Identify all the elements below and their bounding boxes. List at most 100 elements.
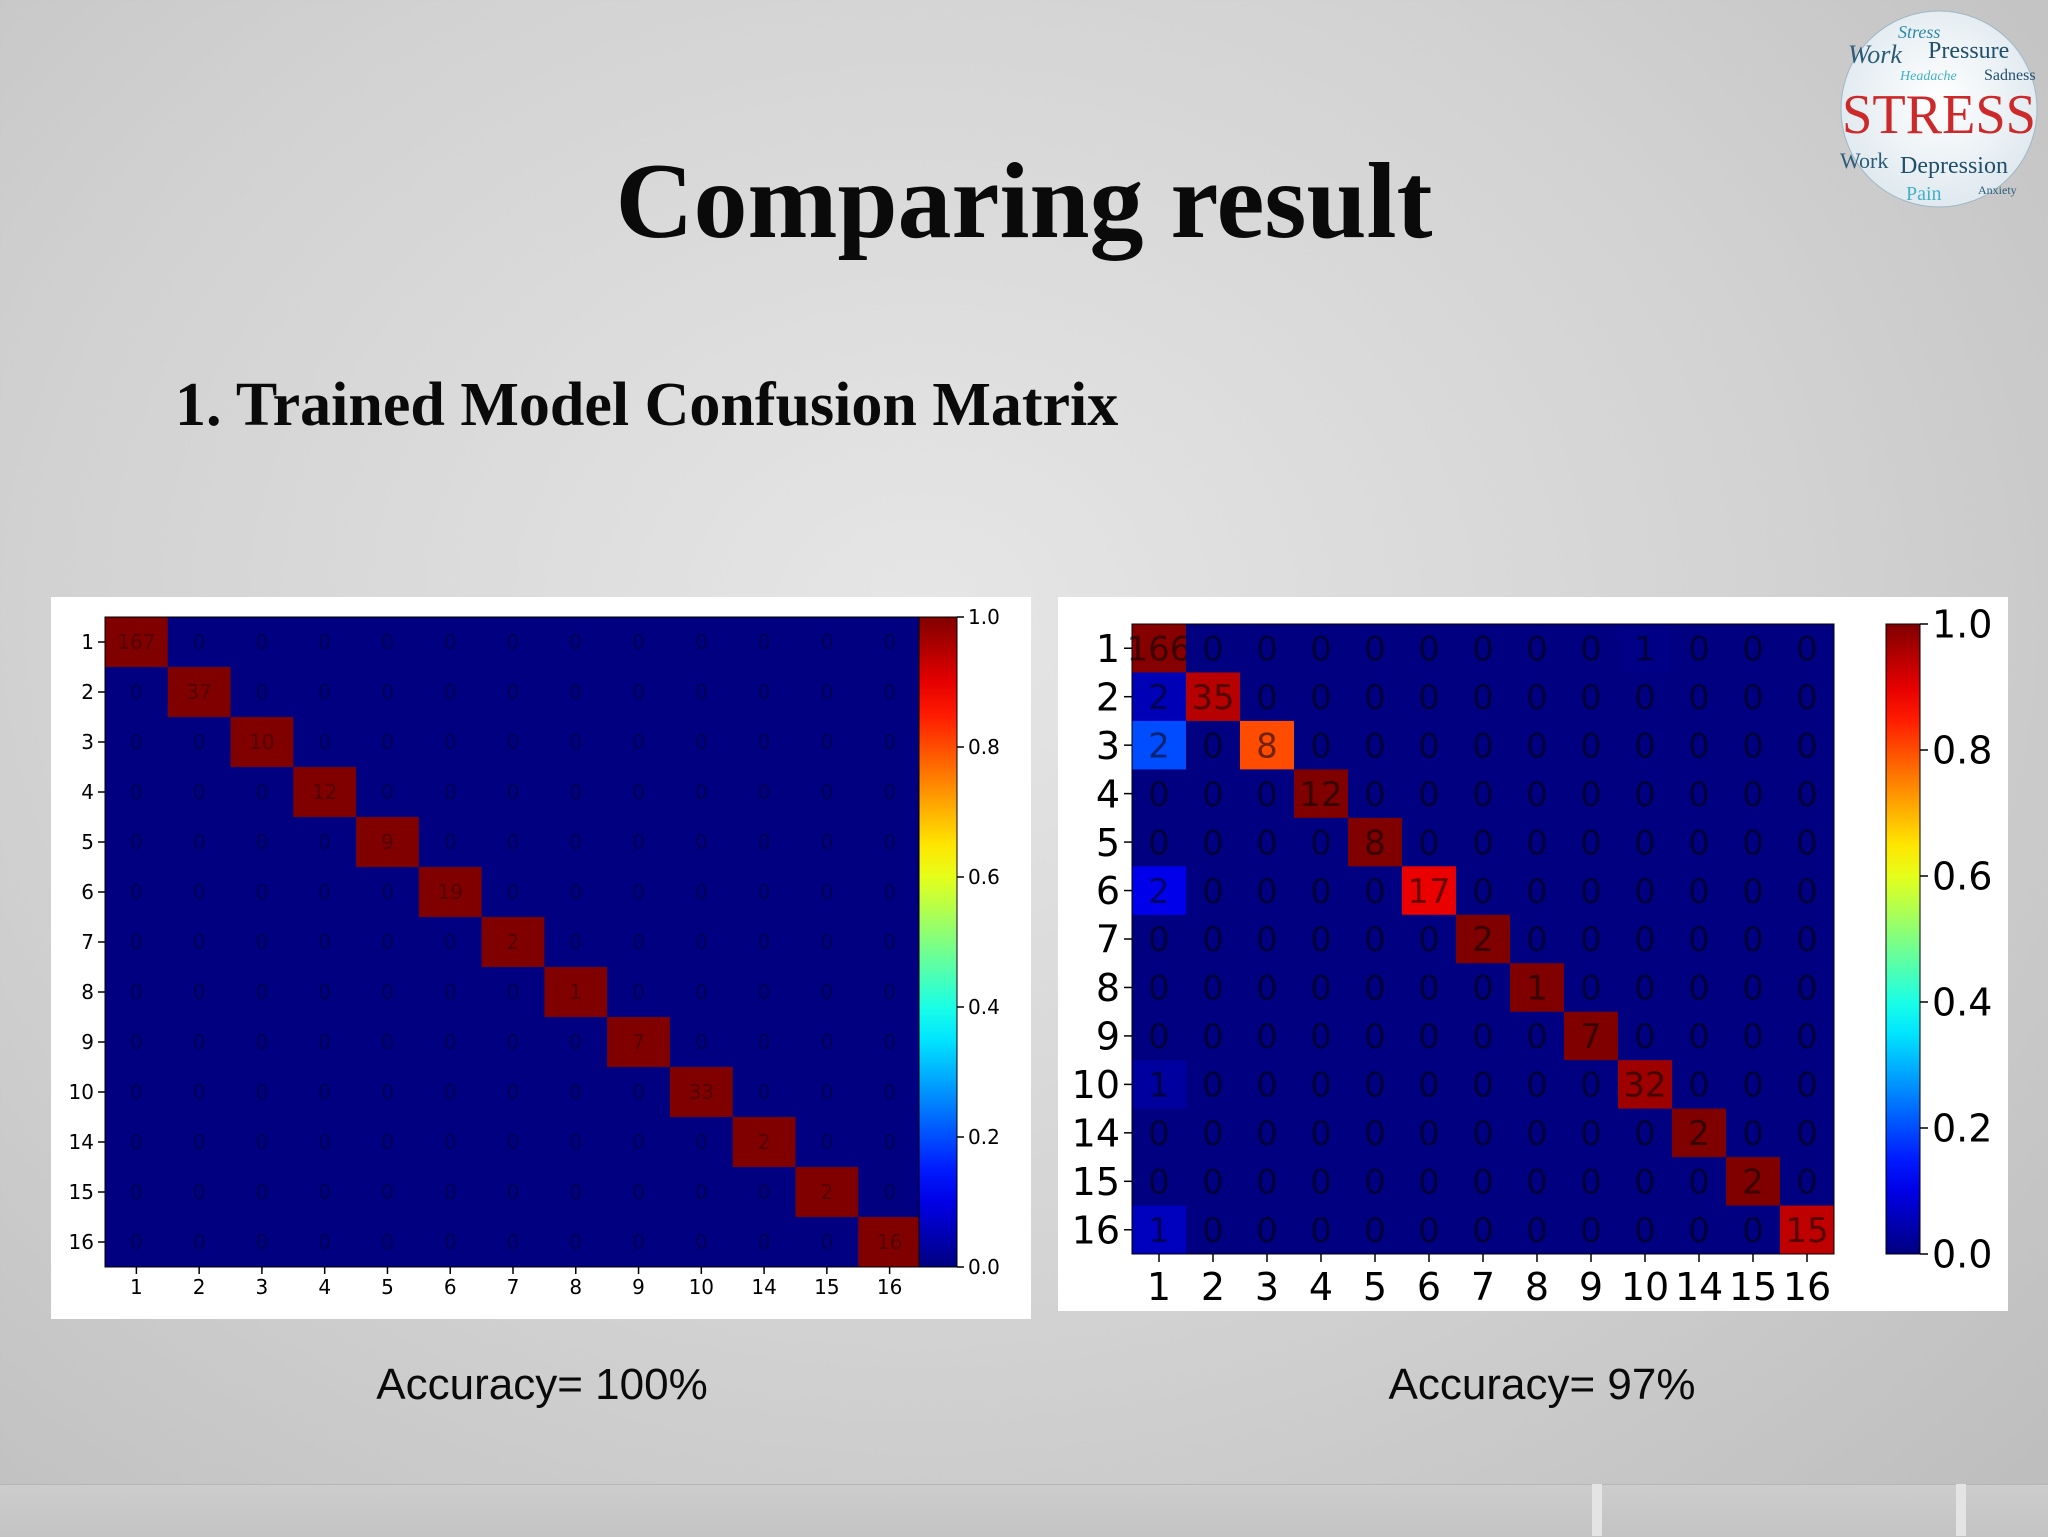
matrix-cell-label: 0 xyxy=(758,880,771,904)
matrix-cell xyxy=(230,1067,294,1118)
matrix-cell xyxy=(293,1017,357,1068)
matrix-cell-label: 0 xyxy=(1742,920,1764,960)
matrix-cell xyxy=(1348,720,1403,770)
colorbar-tick-label: 1.0 xyxy=(1932,603,1992,647)
matrix-cell xyxy=(1240,1011,1295,1061)
matrix-cell-label: 0 xyxy=(444,930,457,954)
matrix-cell xyxy=(1240,624,1295,673)
matrix-cell xyxy=(1456,1157,1511,1207)
matrix-cell-label: 0 xyxy=(569,630,582,654)
matrix-cell xyxy=(732,667,796,718)
matrix-cell-label: 0 xyxy=(381,1080,394,1104)
matrix-cell-label: 167 xyxy=(117,630,155,654)
matrix-cell xyxy=(1186,1157,1241,1207)
matrix-cell xyxy=(1780,1108,1835,1158)
matrix-cell-label: 0 xyxy=(883,980,896,1004)
matrix-cell xyxy=(669,717,734,768)
matrix-cell xyxy=(167,817,232,868)
matrix-cell xyxy=(418,617,483,668)
matrix-cell xyxy=(1510,720,1565,770)
matrix-cell xyxy=(795,1217,859,1268)
matrix-cell xyxy=(1186,720,1241,770)
matrix-cell xyxy=(1564,769,1619,819)
matrix-cell xyxy=(167,1117,232,1168)
matrix-cell-label: 0 xyxy=(1256,920,1278,960)
matrix-cell-label: 0 xyxy=(1526,1211,1548,1251)
slide-title: Comparing result xyxy=(615,142,1433,261)
matrix-cell-label: 0 xyxy=(381,630,394,654)
matrix-cell-label: 0 xyxy=(1310,726,1332,766)
matrix-cell xyxy=(858,1167,922,1218)
x-tick-label: 6 xyxy=(1417,1265,1441,1309)
matrix-cell xyxy=(1672,1157,1727,1207)
matrix-cell-label: 2 xyxy=(507,930,520,954)
matrix-cell xyxy=(732,867,796,918)
matrix-cell-label: 0 xyxy=(381,980,394,1004)
matrix-cell xyxy=(356,1217,420,1268)
matrix-cell xyxy=(230,1167,294,1218)
matrix-cell-label: 0 xyxy=(1688,1211,1710,1251)
matrix-cell-label: 0 xyxy=(193,830,206,854)
matrix-cell-label: 0 xyxy=(444,1080,457,1104)
matrix-cell-label: 0 xyxy=(444,830,457,854)
matrix-cell xyxy=(481,1167,545,1218)
y-tick-label: 2 xyxy=(81,680,94,704)
matrix-cell xyxy=(795,717,859,768)
matrix-cell-label: 0 xyxy=(318,1230,331,1254)
logo-word: Headache xyxy=(1899,69,1957,84)
matrix-cell-label: 0 xyxy=(1472,872,1494,912)
matrix-cell xyxy=(795,617,859,668)
matrix-cell xyxy=(1618,624,1673,673)
x-tick-label: 14 xyxy=(751,1275,776,1299)
matrix-cell-label: 0 xyxy=(1202,1066,1224,1106)
matrix-cell xyxy=(544,817,608,868)
matrix-cell xyxy=(1726,963,1781,1013)
matrix-cell xyxy=(795,1017,859,1068)
matrix-cell-label: 0 xyxy=(569,680,582,704)
matrix-cell-label: 0 xyxy=(569,730,582,754)
matrix-cell xyxy=(1456,1108,1511,1158)
matrix-cell xyxy=(1402,866,1457,916)
matrix-cell-label: 0 xyxy=(1364,1163,1386,1203)
matrix-cell xyxy=(1672,914,1727,964)
matrix-cell xyxy=(1726,1108,1781,1158)
matrix-cell-label: 0 xyxy=(1148,1114,1170,1154)
matrix-cell-label: 0 xyxy=(1580,1114,1602,1154)
matrix-cell xyxy=(481,1067,545,1118)
matrix-cell-label: 0 xyxy=(193,1030,206,1054)
x-tick-label: 9 xyxy=(632,1275,645,1299)
matrix-cell-label: 8 xyxy=(1364,823,1386,863)
matrix-cell xyxy=(1240,914,1295,964)
matrix-cell-label: 7 xyxy=(632,1030,645,1054)
matrix-cell xyxy=(795,1117,859,1168)
matrix-cell xyxy=(1510,817,1565,867)
matrix-cell xyxy=(293,817,357,868)
matrix-cell-label: 0 xyxy=(1526,823,1548,863)
y-tick-label: 9 xyxy=(1096,1015,1120,1059)
x-tick-label: 5 xyxy=(381,1275,394,1299)
matrix-cell-label: 0 xyxy=(193,1230,206,1254)
matrix-cell xyxy=(1294,720,1349,770)
matrix-cell xyxy=(105,967,169,1018)
matrix-cell-label: 0 xyxy=(758,1030,771,1054)
matrix-cell xyxy=(293,967,357,1018)
matrix-cell-label: 0 xyxy=(318,630,331,654)
y-tick-label: 10 xyxy=(1072,1063,1120,1107)
matrix-cell xyxy=(795,767,859,818)
matrix-cell-label: 2 xyxy=(1148,678,1170,718)
matrix-cell xyxy=(1348,672,1403,722)
matrix-cell-label: 0 xyxy=(632,1180,645,1204)
matrix-cell-label: 0 xyxy=(1526,775,1548,815)
matrix-cell xyxy=(795,917,859,968)
matrix-cell xyxy=(1780,914,1835,964)
matrix-cell-label: 0 xyxy=(1256,678,1278,718)
matrix-cell-label: 0 xyxy=(569,1130,582,1154)
matrix-cell-label: 0 xyxy=(1364,969,1386,1009)
matrix-cell-label: 0 xyxy=(1688,726,1710,766)
matrix-cell-label: 0 xyxy=(1742,775,1764,815)
matrix-cell-label: 0 xyxy=(1310,872,1332,912)
matrix-cell-label: 2 xyxy=(1148,726,1170,766)
matrix-cell xyxy=(418,1217,483,1268)
matrix-cell-label: 0 xyxy=(1634,1163,1656,1203)
matrix-cell xyxy=(293,1117,357,1168)
